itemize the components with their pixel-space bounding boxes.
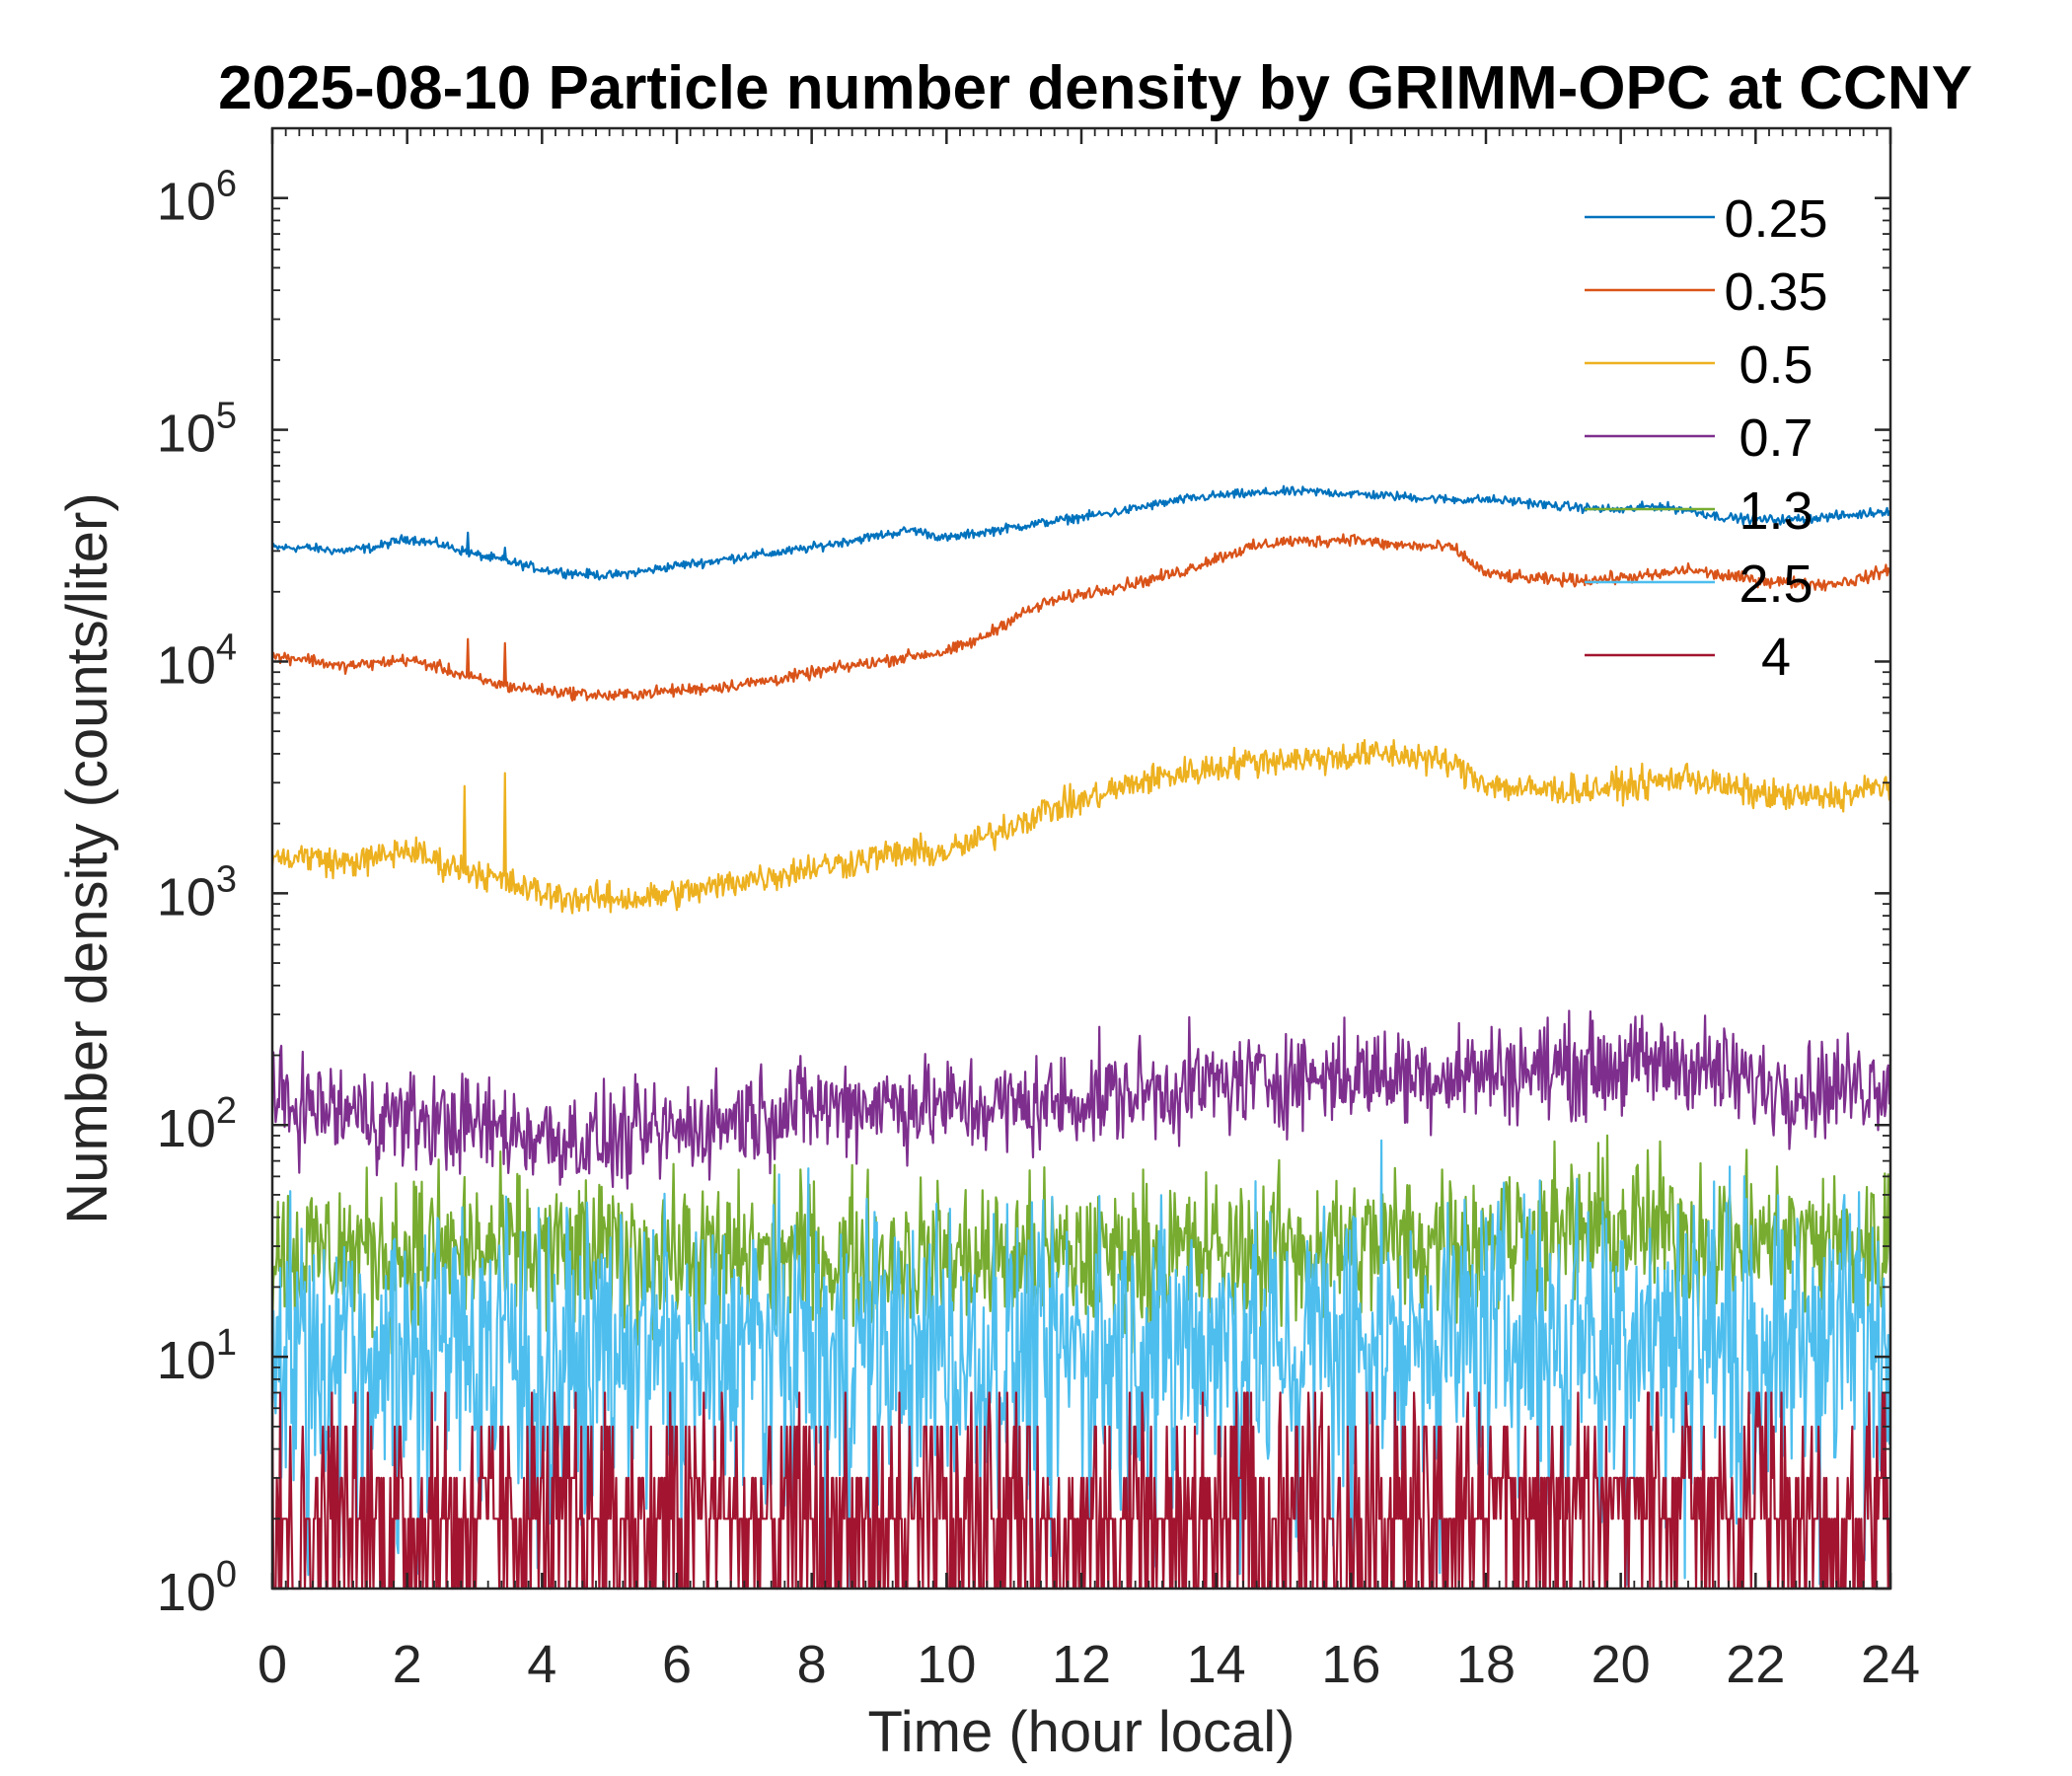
legend-label: 4 <box>1761 628 1791 687</box>
x-tick-label: 18 <box>1456 1635 1516 1694</box>
x-tick-label: 10 <box>917 1635 976 1694</box>
x-tick-label: 16 <box>1321 1635 1380 1694</box>
x-tick-label: 22 <box>1726 1635 1785 1694</box>
legend-label: 0.35 <box>1724 262 1827 322</box>
legend-label: 0.7 <box>1739 408 1813 468</box>
x-tick-label: 4 <box>527 1635 556 1694</box>
x-tick-label: 20 <box>1591 1635 1651 1694</box>
x-tick-label: 0 <box>258 1635 287 1694</box>
legend-label: 0.25 <box>1724 189 1827 249</box>
x-axis-label: Time (hour local) <box>868 1700 1295 1764</box>
y-tick-label: 105 <box>157 396 237 464</box>
x-axis-ticks: 0 2 4 6 8 10 12 14 16 18 20 22 24 <box>258 128 1920 1694</box>
series-line-0-35 <box>270 533 1892 703</box>
y-axis-ticks: 100 101 102 103 104 105 106 <box>157 127 1890 1622</box>
y-tick-label: 103 <box>157 858 237 926</box>
y-tick-label: 101 <box>157 1322 237 1390</box>
chart-title: 2025-08-10 Particle number density by GR… <box>218 54 1972 122</box>
series-line-0-5 <box>270 738 1892 915</box>
series-line-2-5 <box>270 1139 1892 1588</box>
legend-label: 1.3 <box>1739 481 1813 541</box>
plot-lines <box>270 484 1892 1591</box>
series-line-0-7 <box>270 1009 1892 1190</box>
y-tick-label: 106 <box>157 164 237 232</box>
y-tick-label: 102 <box>157 1090 237 1158</box>
y-tick-label: 100 <box>157 1554 237 1622</box>
x-tick-label: 12 <box>1052 1635 1111 1694</box>
legend: 0.25 0.35 0.5 0.7 1.3 2.5 4 <box>1585 189 1828 687</box>
y-axis-label: Number density (counts/liter) <box>55 492 119 1223</box>
legend-label: 0.5 <box>1739 335 1813 395</box>
series-line-4 <box>270 1391 1891 1591</box>
series-line-0-25 <box>270 484 1891 581</box>
y-tick-label: 104 <box>157 627 237 695</box>
series-line-1-3 <box>270 1134 1892 1360</box>
legend-label: 2.5 <box>1739 555 1813 614</box>
x-tick-label: 24 <box>1861 1635 1920 1694</box>
x-tick-label: 6 <box>662 1635 692 1694</box>
x-tick-label: 14 <box>1187 1635 1246 1694</box>
x-tick-label: 8 <box>797 1635 827 1694</box>
x-tick-label: 2 <box>393 1635 422 1694</box>
